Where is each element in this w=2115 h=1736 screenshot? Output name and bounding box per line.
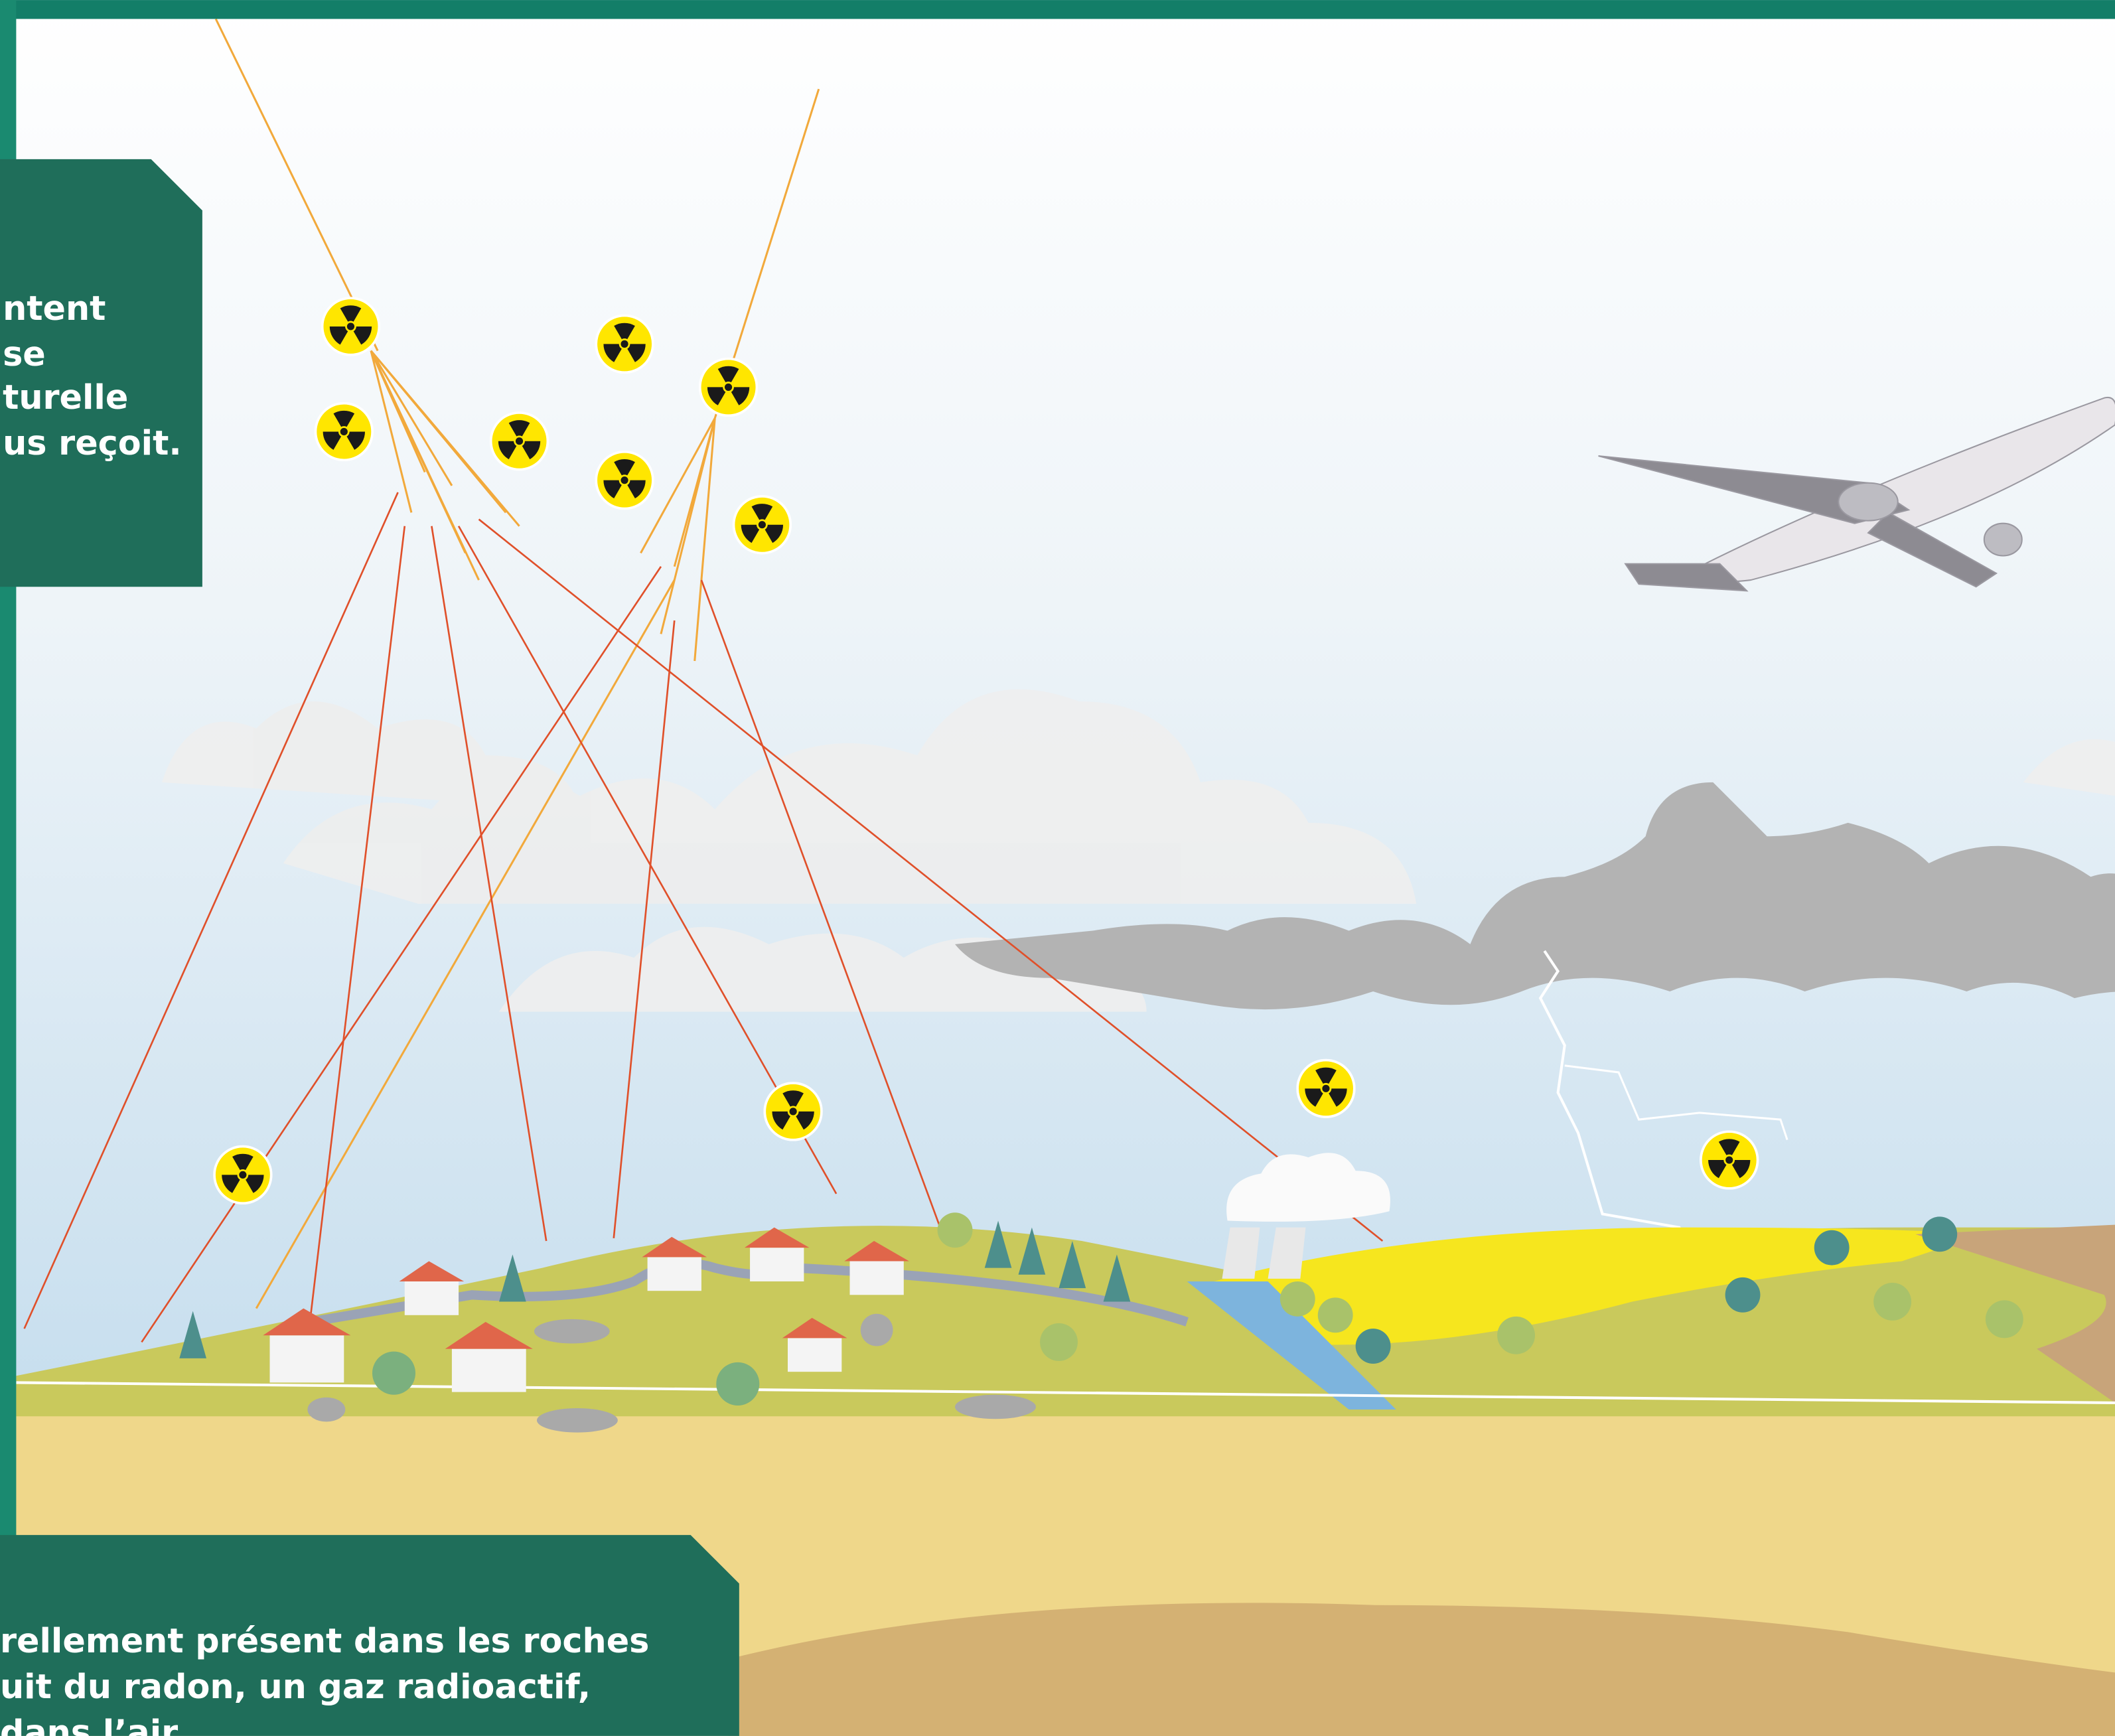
text-line: dans l’air: [0, 1713, 178, 1736]
radiation-symbol: [765, 1083, 822, 1140]
text-line: ntent: [3, 289, 106, 328]
text-line: turelle: [3, 378, 128, 417]
radiation-symbol: [700, 359, 757, 416]
radiation-symbol: [1297, 1060, 1354, 1117]
illustration: ntent se turelle us reçoit. rellement pr…: [0, 0, 2115, 1736]
radiation-symbol: [491, 413, 548, 470]
radiation-symbol: [323, 298, 380, 355]
text-line: us reçoit.: [3, 423, 182, 463]
radiation-symbol: [315, 403, 372, 461]
page: {"top_box":{"lines":["ntent","se","turel…: [0, 0, 2115, 1736]
text-line: rellement présent dans les roches: [0, 1621, 649, 1660]
text-line: se: [3, 334, 46, 374]
radiation-symbol: [214, 1147, 271, 1204]
radiation-symbol: [596, 452, 653, 509]
radiation-symbol: [734, 496, 791, 553]
radiation-symbol: [596, 316, 653, 373]
top-border: [0, 0, 2115, 19]
radiation-symbol: [1701, 1131, 1758, 1189]
text-line: uit du radon, un gaz radioactif,: [0, 1667, 591, 1706]
